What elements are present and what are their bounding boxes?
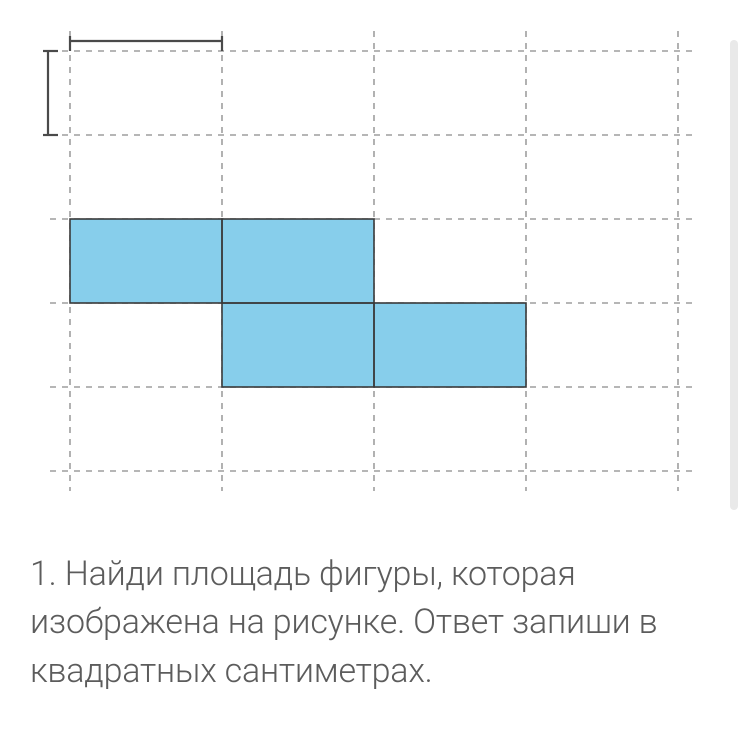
grid-figure (25, 15, 725, 505)
question-number: 1. (30, 554, 57, 594)
figure-container (25, 15, 725, 505)
question-text-block: 1. Найди площадь фигуры, которая изображ… (30, 550, 710, 695)
vertical-scrollbar[interactable] (730, 40, 738, 510)
question-body: Найди площадь фигуры, которая изображена… (30, 554, 658, 691)
